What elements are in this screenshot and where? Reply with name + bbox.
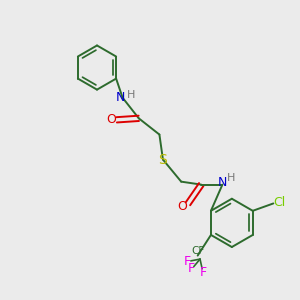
Text: O: O [177, 200, 187, 213]
Text: F: F [188, 262, 195, 275]
Text: N: N [116, 91, 125, 104]
Text: H: H [227, 173, 236, 183]
Text: F: F [184, 255, 191, 268]
Text: H: H [127, 90, 135, 100]
Text: F: F [199, 266, 206, 278]
Text: S: S [159, 153, 167, 167]
Text: Cl: Cl [274, 196, 286, 209]
Text: CF: CF [191, 246, 204, 256]
Text: O: O [106, 113, 116, 126]
Text: N: N [218, 176, 227, 189]
